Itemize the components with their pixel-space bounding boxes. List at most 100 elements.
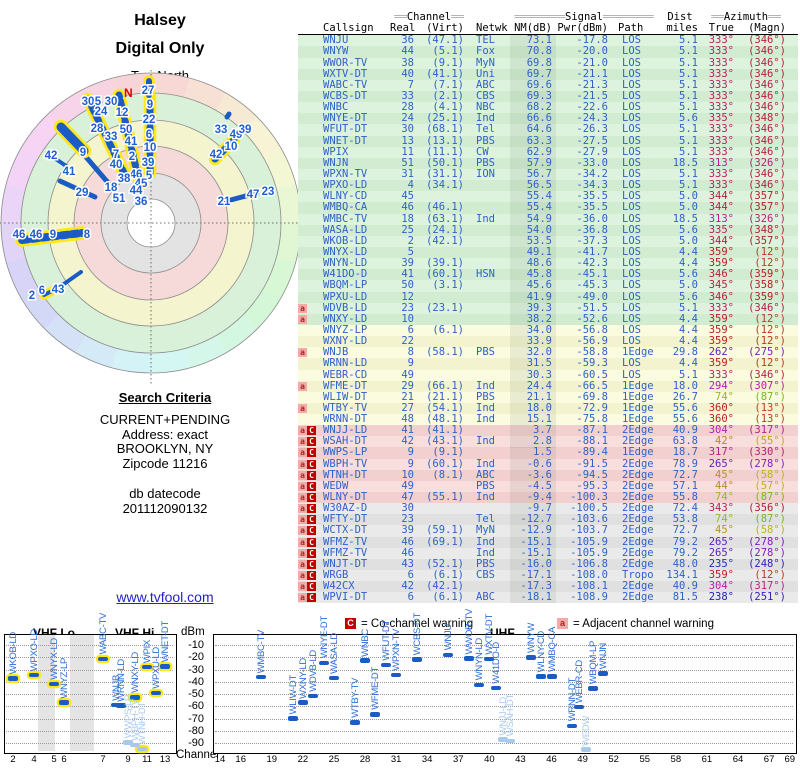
table-row[interactable]: WKOB-LD 2 (42.1) 53.5 -37.3 LOS 5.0 344° (357°) bbox=[298, 235, 798, 247]
azimuth-magn-cell: (58°) bbox=[754, 524, 786, 537]
path-cell: LOS bbox=[622, 301, 641, 314]
azimuth-true-cell: 333° bbox=[708, 368, 734, 381]
table-row[interactable]: a C WFMZ-TV 46 Ind -15.1 -105.9 2Edge 79.2 265° (2… bbox=[298, 546, 798, 559]
table-row[interactable]: a C WCTX-DT 39 (59.1) MyN -12.9 -103.7 2Edge 72.7… bbox=[298, 524, 798, 537]
power-cell: -105.9 bbox=[570, 546, 608, 559]
network-cell: PBS bbox=[476, 390, 495, 403]
channel-tick-label: 49 bbox=[577, 754, 588, 765]
table-row[interactable]: a C WBPH-TV 9 (60.1) Ind -0.6 -91.5 2Edge 78.9 265… bbox=[298, 458, 798, 470]
radar-channel-label: 21 bbox=[218, 196, 231, 208]
radar-channel-label: 18 bbox=[105, 182, 118, 194]
table-row[interactable]: WNBC 28 (4.1) NBC 68.2 -22.6 LOS 5.1 333° (346°) bbox=[298, 101, 798, 114]
channel-tick-label: 46 bbox=[546, 754, 557, 765]
table-row[interactable]: a C WNJT-DT 43 (52.1) PBS -16.0 -106.8 2Edge 48.0… bbox=[298, 558, 798, 571]
network-cell: PBS bbox=[476, 134, 495, 147]
table-row[interactable]: a C WSAH-DT 42 (43.1) Ind 2.8 -88.1 2Edge 63.8 42°… bbox=[298, 436, 798, 448]
adjacent-warning-badge: a bbox=[298, 381, 307, 391]
table-row[interactable]: WABC-TV 7 (7.1) ABC 69.6 -21.3 LOS 5.1 333° (346°… bbox=[298, 79, 798, 91]
table-row[interactable]: a C WFTY-DT 23 Tel -12.7 -103.6 2Edge 53.8 74° (87… bbox=[298, 513, 798, 526]
network-cell: Ind bbox=[476, 212, 495, 225]
table-row[interactable]: a C W30AZ-D 30 -9.7 -100.5 2Edge 72.4 343° (356°) bbox=[298, 502, 798, 515]
table-row[interactable]: WWOR-TV 38 (9.1) MyN 69.8 -21.0 LOS 5.1 333° (346… bbox=[298, 57, 798, 69]
real-channel-cell: 24 bbox=[401, 112, 414, 125]
tvfool-link[interactable]: www.tvfool.com bbox=[116, 589, 214, 605]
table-row[interactable]: WASA-LD 25 (24.1) 54.0 -36.8 LOS 5.6 335° (348°) bbox=[298, 223, 798, 236]
table-row[interactable]: WPIX 11 (11.1) CW 62.9 -27.9 LOS 5.1 333° (346°) bbox=[298, 146, 798, 158]
table-row[interactable]: WFUT-DT 30 (68.1) Tel 64.6 -26.3 LOS 5.1 333° (34… bbox=[298, 123, 798, 136]
table-row[interactable]: WXTV-DT 40 (41.1) Uni 69.7 -21.1 LOS 5.1 333° (34… bbox=[298, 68, 798, 80]
real-channel-cell: 41 bbox=[401, 268, 414, 281]
table-row[interactable]: WMBC-TV 18 (63.1) Ind 54.9 -36.0 LOS 18.5 313° (3… bbox=[298, 212, 798, 225]
noise-margin-cell: 69.7 bbox=[510, 68, 556, 80]
table-row[interactable]: WNJU 36 (47.1) TEL 73.1 -17.8 LOS 5.1 333° (346°) bbox=[298, 34, 798, 47]
table-row[interactable]: a C WLNY-DT 47 (55.1) Ind -9.4 -100.3 2Edge 55.8 7… bbox=[298, 491, 798, 504]
table-row[interactable]: a WNXY-LD 10 38.2 -52.6 LOS 4.4 359° (12°) bbox=[298, 313, 798, 325]
real-channel-cell: 4 bbox=[407, 179, 414, 192]
table-row[interactable]: a C WFMZ-TV 46 (69.1) Ind -15.1 -105.9 2Edge 79.2… bbox=[298, 535, 798, 548]
table-row[interactable]: WNET-DT 13 (13.1) PBS 63.3 -27.5 LOS 5.1 333° (34… bbox=[298, 134, 798, 147]
azimuth-true-cell: 343° bbox=[708, 502, 734, 515]
table-row[interactable]: WLIW-DT 21 (21.1) PBS 21.1 -69.8 1Edge 26.7 74° (… bbox=[298, 390, 798, 403]
table-row[interactable]: WNYN-LD 39 (39.1) 48.6 -42.3 LOS 4.4 359° (12°) bbox=[298, 257, 798, 270]
table-row[interactable]: WNYX-LD 5 49.1 -41.7 LOS 4.4 359° (12°) bbox=[298, 246, 798, 259]
real-channel-cell: 23 bbox=[401, 301, 414, 314]
table-row[interactable]: WBQM-LP 50 (3.1) 45.6 -45.3 LOS 5.0 345° (358°) bbox=[298, 280, 798, 292]
distance-cell: 40.9 bbox=[672, 424, 698, 437]
table-row[interactable]: a WDVB-LD 23 (23.1) 39.3 -51.5 LOS 5.1 333° (346°… bbox=[298, 301, 798, 314]
table-row[interactable]: a C WNJJ-LD 41 (41.1) 3.7 -87.1 2Edge 40.9 304° (3… bbox=[298, 424, 798, 437]
table-row[interactable]: a C WWPS-LP 9 (9.1) 1.5 -89.4 1Edge 18.7 317° (330… bbox=[298, 447, 798, 459]
callsign-cell: WNYZ-LP bbox=[323, 323, 368, 336]
co-channel-warning-badge: C bbox=[307, 493, 316, 503]
azimuth-true-cell: 238° bbox=[708, 591, 734, 604]
dbm-axis-title: dBm bbox=[181, 626, 205, 638]
table-row[interactable]: a C WTNH-DT 10 (8.1) ABC -3.6 -94.5 2Edge 72.7 45°… bbox=[298, 469, 798, 481]
path-cell: 1Edge bbox=[622, 379, 654, 392]
real-channel-cell: 23 bbox=[401, 513, 414, 526]
table-row[interactable]: W41DO-D 41 (60.1) HSN 45.8 -45.1 LOS 5.6 346° (35… bbox=[298, 268, 798, 281]
radar-rainbow-segment bbox=[21, 116, 60, 158]
table-row[interactable]: WPXO-LD 4 (34.1) 56.5 -34.3 LOS 5.1 333° (346°) bbox=[298, 179, 798, 192]
real-channel-cell: 30 bbox=[401, 123, 414, 136]
table-row[interactable]: a C WRGB 6 (6.1) CBS -17.1 -108.0 Tropo 134.1 359°… bbox=[298, 569, 798, 582]
table-row[interactable]: WLNY-CD 45 55.4 -35.5 LOS 5.0 344° (357°) bbox=[298, 191, 798, 203]
noise-margin-cell: 70.8 bbox=[510, 46, 556, 58]
azimuth-magn-cell: (346°) bbox=[748, 34, 786, 47]
table-row[interactable]: a WNJB 8 (58.1) PBS 32.0 -58.8 1Edge 29.8 262° (27… bbox=[298, 347, 798, 359]
callsign-cell: WRNN-LD bbox=[323, 357, 368, 370]
callsign-cell: WLNY-DT bbox=[323, 491, 368, 504]
radar-rainbow-segment bbox=[276, 223, 301, 262]
warn-cell: a bbox=[298, 347, 320, 358]
table-row[interactable]: WEBR-CD 49 30.3 -60.5 LOS 5.1 333° (346°) bbox=[298, 368, 798, 381]
table-row[interactable]: a C WEDW 49 PBS -4.5 -95.3 2Edge 57.1 44° (57°) bbox=[298, 480, 798, 493]
table-row[interactable]: WRNN-DT 48 (48.1) Ind 15.1 -75.8 1Edge 55.6 360°… bbox=[298, 413, 798, 426]
table-row[interactable]: a WTBY-TV 27 (54.1) Ind 18.0 -72.9 1Edge 55.6 360… bbox=[298, 402, 798, 415]
table-row[interactable]: WNYZ-LP 6 (6.1) 34.0 -56.8 LOS 4.4 359° (12°) bbox=[298, 323, 798, 337]
table-row[interactable]: WRNN-LD 9 31.5 -59.3 LOS 4.4 359° (12°) bbox=[298, 357, 798, 370]
path-cell: LOS bbox=[622, 223, 641, 236]
table-row[interactable]: WNJN 51 (50.1) PBS 57.9 -33.0 LOS 18.5 313° (326°… bbox=[298, 157, 798, 169]
table-row[interactable]: WMBQ-CA 46 (46.1) 55.4 -35.5 LOS 5.0 344° (357°) bbox=[298, 201, 798, 214]
azimuth-magn-cell: (346°) bbox=[748, 167, 786, 180]
table-row[interactable]: WNYW 44 (5.1) Fox 70.8 -20.0 LOS 5.1 333° (346°) bbox=[298, 46, 798, 58]
north-indicator: N bbox=[124, 86, 133, 100]
table-row[interactable]: a WFME-DT 29 (66.1) Ind 24.4 -66.5 1Edge 18.0 294… bbox=[298, 379, 798, 392]
table-row[interactable]: WXNY-LD 22 33.9 -56.9 LOS 4.4 359° (12°) bbox=[298, 335, 798, 348]
table-row[interactable]: WPXN-TV 31 (31.1) ION 56.7 -34.2 LOS 5.1 333° (34… bbox=[298, 167, 798, 181]
table-row[interactable]: WNYE-DT 24 (25.1) Ind 66.6 -24.3 LOS 5.6 335° (34… bbox=[298, 112, 798, 125]
power-cell: -27.5 bbox=[576, 134, 608, 147]
table-row[interactable]: a C W42CX 42 (42.1) -17.3 -108.1 2Edge 40.9 304°(… bbox=[298, 581, 798, 593]
channel-tick-label: 40 bbox=[484, 754, 495, 765]
virtual-channel-cell: (47.1) bbox=[426, 34, 464, 47]
virtual-channel-cell: (46.1) bbox=[426, 201, 464, 214]
radar-channel-label: 5 bbox=[146, 170, 153, 182]
noise-margin-cell: 15.1 bbox=[510, 413, 556, 426]
table-row[interactable]: WCBS-DT 33 (2.1) CBS 69.3 -21.5 LOS 5.1 333° (346… bbox=[298, 90, 798, 103]
path-cell: 2Edge bbox=[622, 535, 654, 548]
table-row[interactable]: WPXU-LD 12 41.9 -49.0 LOS 5.6 346° (359°) bbox=[298, 291, 798, 303]
noise-margin-cell: -12.9 bbox=[510, 525, 556, 537]
real-channel-cell: 25 bbox=[401, 223, 414, 236]
table-row[interactable]: a C WPVI-DT 6 (6.1) ABC -18.1 -108.9 2Edge 81.5 23… bbox=[298, 591, 798, 604]
virtual-channel-cell bbox=[418, 292, 468, 303]
adjacent-warning-badge: a bbox=[298, 426, 307, 436]
